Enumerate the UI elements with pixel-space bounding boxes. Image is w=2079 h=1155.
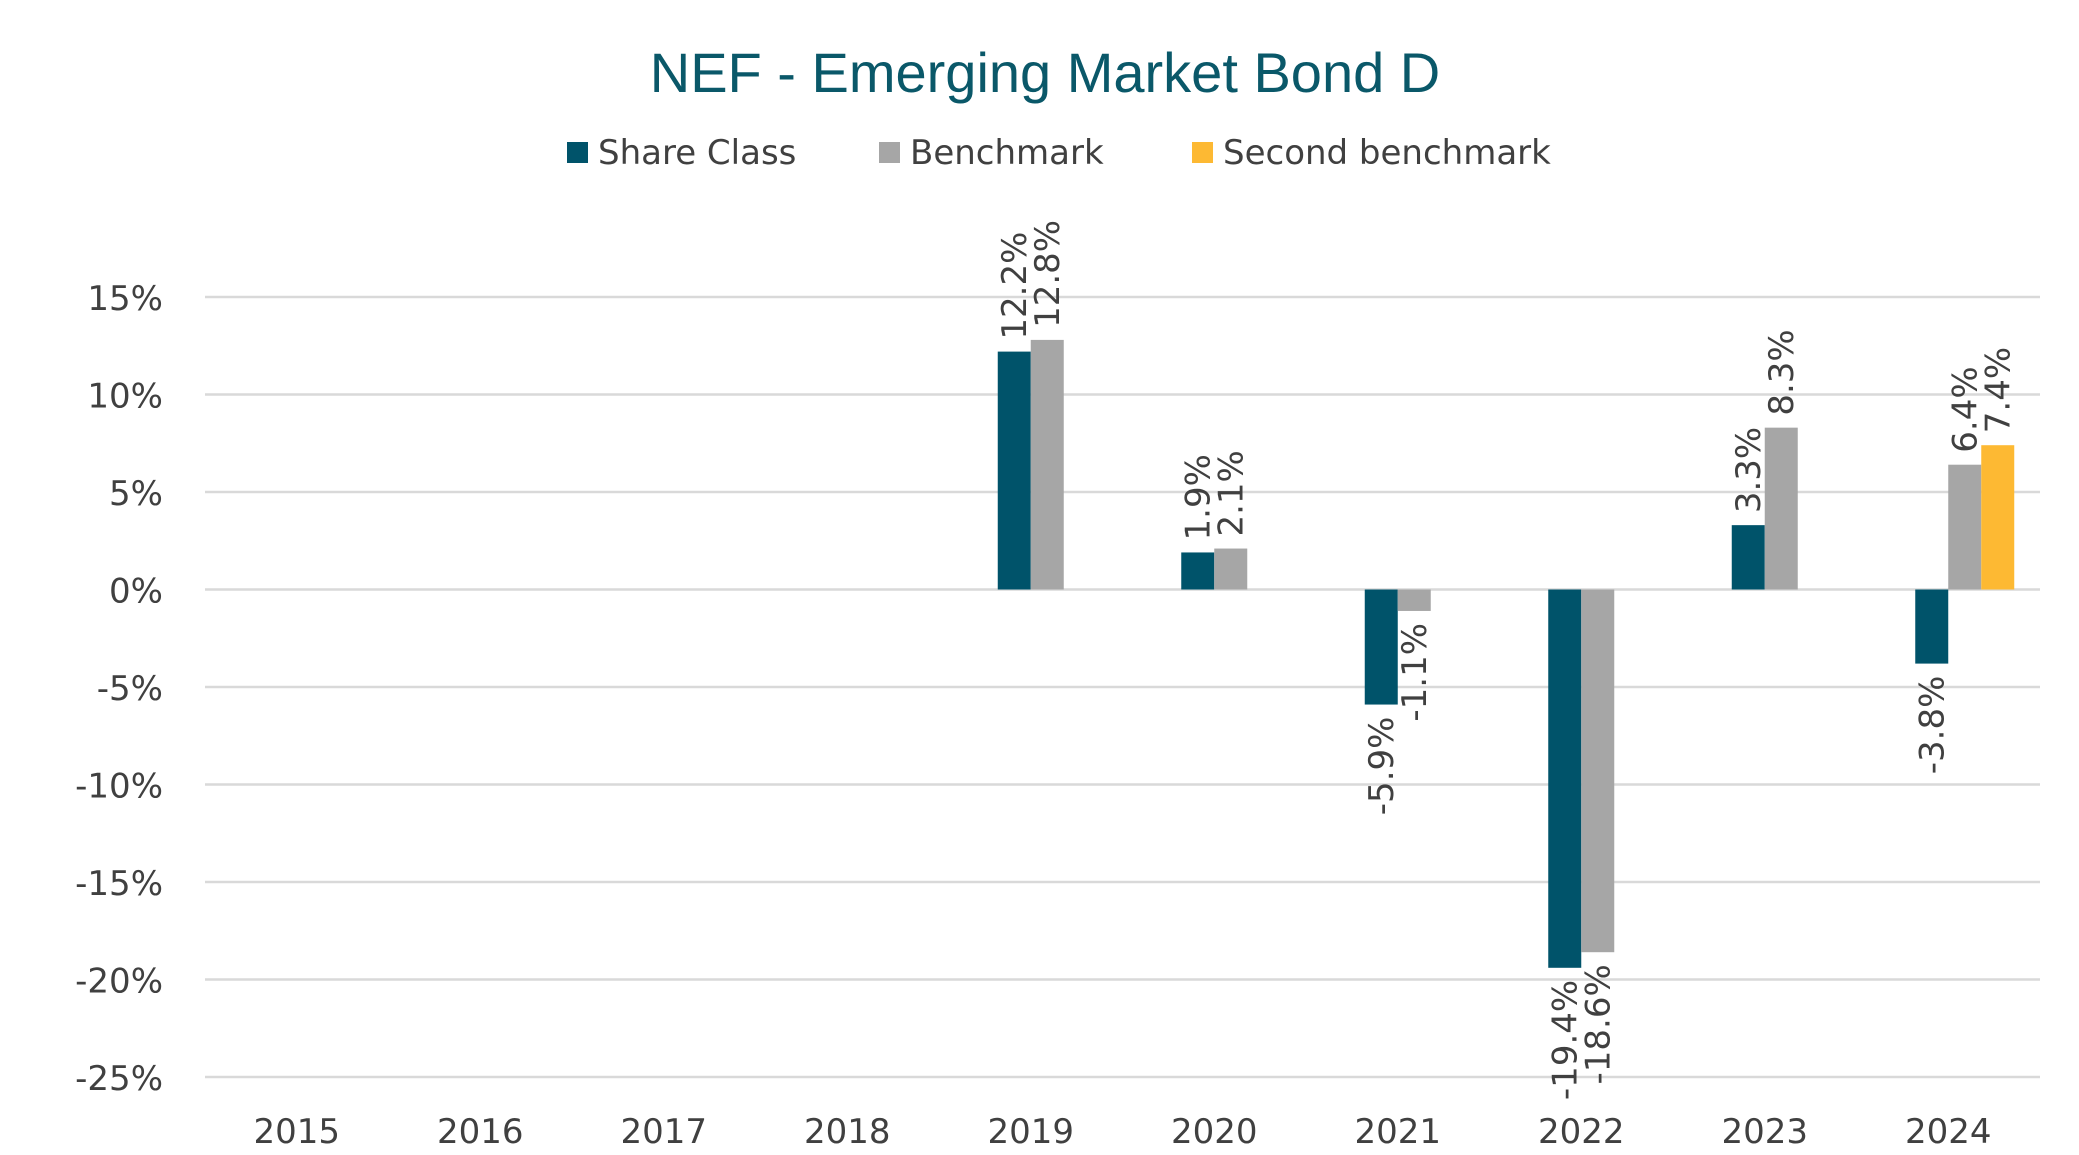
legend-item-benchmark: Benchmark bbox=[879, 133, 1104, 173]
bar-second-benchmark-2024 bbox=[1981, 445, 2015, 590]
legend-swatch bbox=[879, 142, 900, 163]
bar-share-class-2021 bbox=[1364, 589, 1398, 705]
legend-item-second-benchmark: Second benchmark bbox=[1192, 133, 1551, 173]
bar-benchmark-2024 bbox=[1948, 464, 1982, 590]
bars bbox=[997, 339, 2015, 968]
y-tick-label: 15% bbox=[87, 279, 163, 319]
y-tick-label: -5% bbox=[97, 669, 163, 709]
data-label: 8.3% bbox=[1762, 329, 1802, 415]
x-tick-label: 2017 bbox=[620, 1112, 707, 1152]
data-label: 12.2% bbox=[995, 232, 1035, 340]
y-tick-label: -20% bbox=[75, 962, 163, 1002]
bar-share-class-2019 bbox=[997, 351, 1031, 590]
y-tick-label: 5% bbox=[109, 474, 163, 514]
legend: Share Class Benchmark Second benchmark bbox=[567, 133, 1551, 173]
legend-label: Share Class bbox=[598, 133, 796, 173]
legend-item-share-class: Share Class bbox=[567, 133, 796, 173]
bar-benchmark-2023 bbox=[1764, 427, 1798, 590]
bar-share-class-2022 bbox=[1548, 589, 1582, 968]
x-tick-label: 2016 bbox=[437, 1112, 524, 1152]
data-label: -18.6% bbox=[1579, 964, 1619, 1084]
legend-label: Second benchmark bbox=[1223, 133, 1551, 173]
y-tick-label: 10% bbox=[87, 377, 163, 417]
y-tick-label: -25% bbox=[75, 1059, 163, 1099]
x-tick-label: 2015 bbox=[253, 1112, 340, 1152]
data-labels: 12.2% 1.9% -5.9% -19.4% 3.3% -3.8% 12.8% 2.1% -1… bbox=[995, 220, 2019, 1100]
x-tick-label: 2020 bbox=[1171, 1112, 1258, 1152]
data-label: -1.1% bbox=[1395, 623, 1435, 722]
x-axis: 2015 2016 2017 2018 2019 2020 2021 2022 2023 2024 bbox=[253, 1112, 1991, 1152]
x-tick-label: 2021 bbox=[1354, 1112, 1441, 1152]
y-tick-label: -15% bbox=[75, 864, 163, 904]
bar-benchmark-2019 bbox=[1030, 339, 1064, 590]
data-label: 1.9% bbox=[1179, 454, 1219, 540]
data-label: 7.4% bbox=[1979, 347, 2019, 433]
x-tick-label: 2023 bbox=[1721, 1112, 1808, 1152]
y-tick-label: 0% bbox=[109, 572, 163, 612]
bar-benchmark-2021 bbox=[1397, 589, 1431, 611]
x-tick-label: 2018 bbox=[804, 1112, 891, 1152]
bar-share-class-2020 bbox=[1181, 552, 1215, 590]
y-axis: 15% 10% 5% 0% -5% -10% -15% -20% -25% bbox=[75, 279, 163, 1099]
data-label: 2.1% bbox=[1212, 450, 1252, 536]
data-label: 12.8% bbox=[1028, 220, 1068, 328]
legend-swatch bbox=[567, 142, 588, 163]
x-tick-label: 2024 bbox=[1905, 1112, 1992, 1152]
x-tick-label: 2022 bbox=[1538, 1112, 1625, 1152]
data-label: -19.4% bbox=[1546, 980, 1586, 1100]
bar-benchmark-2020 bbox=[1214, 548, 1248, 590]
legend-swatch bbox=[1192, 142, 1213, 163]
y-tick-label: -10% bbox=[75, 767, 163, 807]
bar-benchmark-2022 bbox=[1581, 589, 1615, 953]
bar-share-class-2023 bbox=[1731, 525, 1765, 590]
data-label: -3.8% bbox=[1913, 676, 1953, 775]
data-label: -5.9% bbox=[1362, 717, 1402, 816]
gridlines bbox=[205, 295, 2040, 1079]
chart-title: NEF - Emerging Market Bond D bbox=[650, 41, 1440, 104]
data-label: 3.3% bbox=[1729, 427, 1769, 513]
legend-label: Benchmark bbox=[910, 133, 1104, 173]
x-tick-label: 2019 bbox=[987, 1112, 1074, 1152]
data-label: 6.4% bbox=[1946, 366, 1986, 452]
bar-share-class-2024 bbox=[1915, 589, 1949, 664]
